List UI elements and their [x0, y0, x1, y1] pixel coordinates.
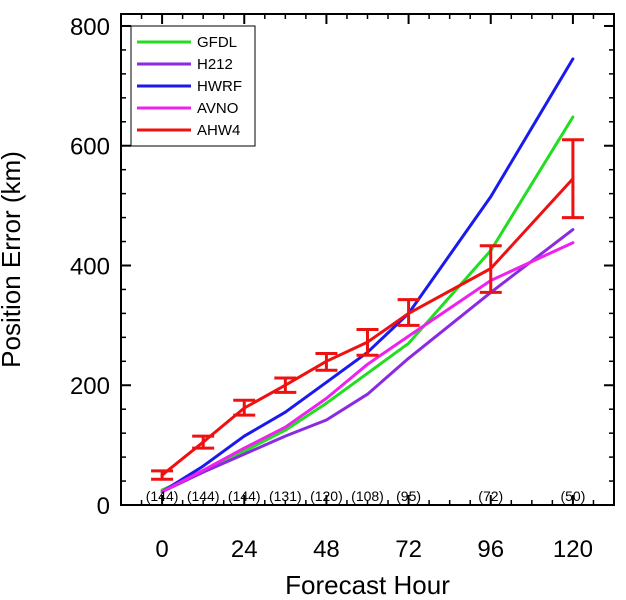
legend-item: GFDL [137, 34, 237, 51]
sample-count-label: (108) [351, 488, 384, 504]
error-bar [315, 352, 338, 372]
error-bar [397, 298, 420, 327]
error-bar [192, 434, 215, 450]
legend-item: H212 [137, 56, 233, 73]
error-bar [356, 328, 379, 357]
y-tick-label: 600 [70, 134, 110, 161]
y-tick-label: 800 [70, 14, 110, 41]
x-tick-label: 72 [395, 536, 422, 563]
series-line-hwrf [160, 57, 575, 494]
x-tick-label: 48 [313, 536, 340, 563]
sample-count-layer: (144)(144)(144)(131)(120)(108)(95)(72)(5… [146, 488, 586, 504]
legend-item: AVNO [137, 100, 238, 117]
y-tick-label: 200 [70, 373, 110, 400]
y-axis-title: Position Error (km) [0, 151, 26, 368]
sample-count-label: (144) [187, 488, 220, 504]
legend: GFDL H212 HWRF AVNO AHW4 [130, 25, 256, 147]
x-tick-label: 0 [155, 536, 168, 563]
legend-label: H212 [197, 56, 233, 73]
series-line-gfdl [160, 115, 575, 492]
legend-label: GFDL [197, 34, 237, 51]
x-axis-title: Forecast Hour [285, 570, 450, 600]
error-bar [479, 244, 502, 294]
error-bar-layer [151, 138, 584, 481]
series-line-h212 [160, 228, 575, 494]
error-bar [274, 376, 297, 394]
y-tick-label: 0 [97, 493, 110, 520]
series-line-ahw4 [160, 177, 575, 477]
axis-ticks: 0 24 48 72 96 120 0 200 400 600 800 [70, 14, 615, 563]
series-line-avno [160, 241, 575, 494]
sample-count-label: (131) [269, 488, 302, 504]
legend-label: AHW4 [197, 122, 240, 139]
x-tick-label: 120 [553, 536, 593, 563]
y-tick-label: 400 [70, 253, 110, 280]
legend-label: AVNO [197, 100, 238, 117]
x-tick-label: 24 [231, 536, 258, 563]
legend-item: HWRF [137, 78, 242, 95]
legend-label: HWRF [197, 78, 242, 95]
error-bar [233, 398, 256, 417]
legend-item: AHW4 [137, 122, 240, 139]
error-bar [561, 138, 584, 220]
error-bar [151, 469, 174, 481]
x-tick-label: 96 [477, 536, 504, 563]
